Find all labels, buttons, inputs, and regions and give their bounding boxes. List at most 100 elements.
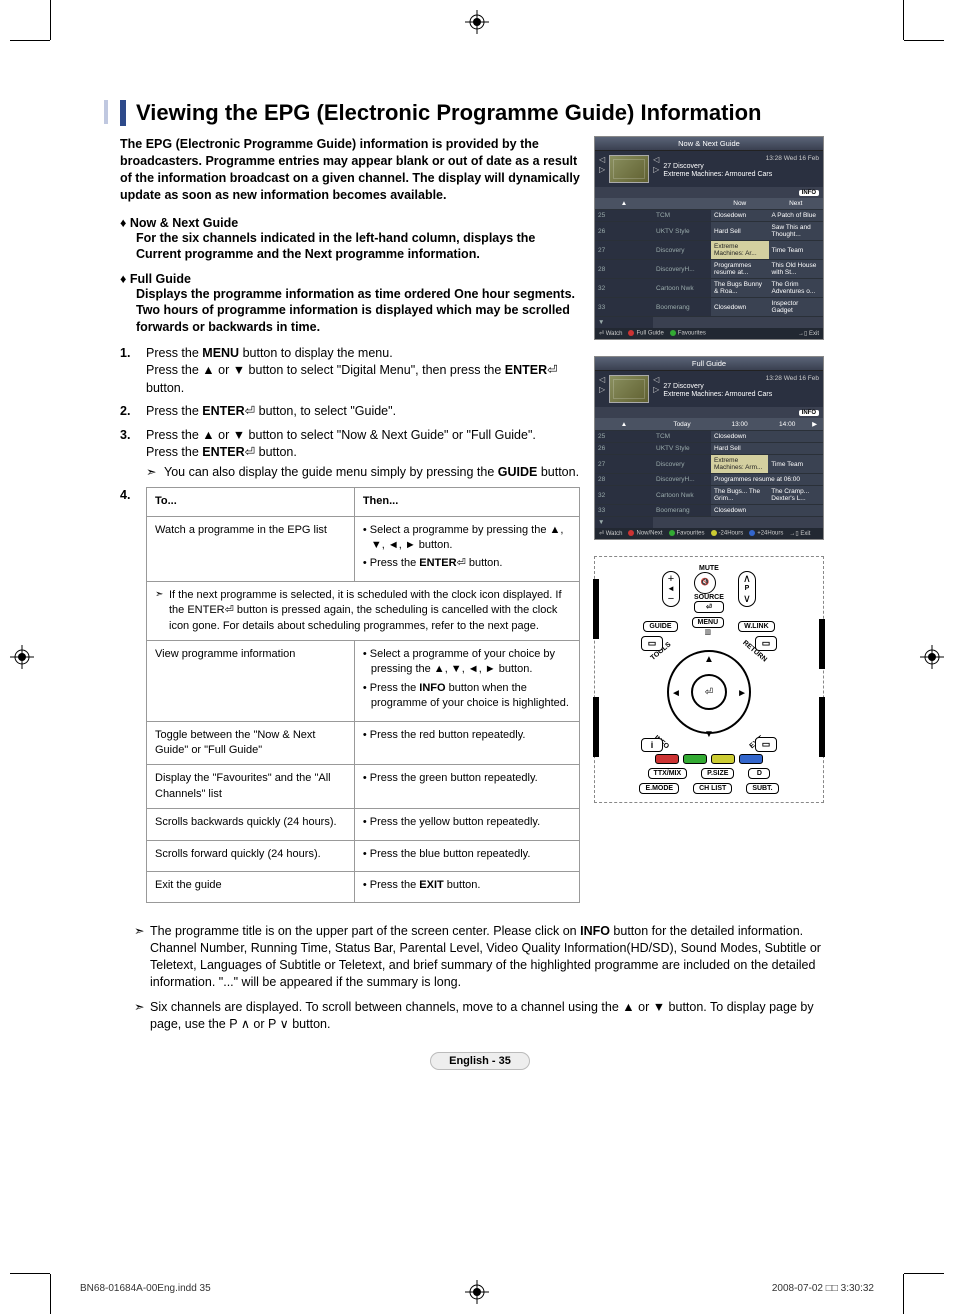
registration-mark-icon [10,645,34,669]
step-text: Press the ▲ or ▼ button to select "Digit… [146,363,505,377]
yellow-button-icon [711,754,735,764]
cell-to: Scrolls backwards quickly (24 hours). [147,809,355,840]
epg-screenshot-now-next: Now & Next Guide ◁▷ ◁▷ 13:28 Wed 16 Feb … [594,136,824,340]
corner-button: ▭ [755,737,777,752]
col-then: Then... [354,488,579,516]
corner-button: ▭ [641,636,663,651]
bullet-body: Displays the programme information as ti… [132,286,580,335]
step-bold: ENTER [202,404,244,418]
epg-screenshot-full-guide: Full Guide ◁▷ ◁▷ 13:28 Wed 16 Feb 27 Dis… [594,356,824,540]
colour-buttons [655,754,763,764]
cell-to: View programme information [147,640,355,721]
epg-time: 13:28 Wed 16 Feb [663,375,819,383]
step-2: Press the ENTER⏎ button, to select "Guid… [120,403,580,421]
cell-then: Press the blue button repeatedly. [354,840,579,871]
enter-icon: ⏎ [547,363,557,377]
epg-thumbnail [609,375,649,403]
guide-button: GUIDE [643,621,677,632]
cell-bullet: Press the EXIT button. [363,878,571,893]
step-bold: MENU [202,346,239,360]
epg-programme: Extreme Machines: Armoured Cars [663,391,819,399]
note-text: You can also display the guide menu simp… [164,465,498,479]
step-3: Press the ▲ or ▼ button to select "Now &… [120,427,580,482]
epg-thumbnail [609,155,649,183]
crop-mark [903,1274,904,1314]
intro-text: The EPG (Electronic Programme Guide) inf… [120,136,580,204]
accent-bar [593,697,599,757]
enter-icon: ⏎ [245,445,255,459]
d-button: D [748,768,770,779]
epg-channel: 27 Discovery [663,163,819,171]
table-note-row: If the next programme is selected, it is… [147,581,580,640]
nav-down-icon: ▷ [599,165,605,174]
enter-icon: ⏎ [245,404,255,418]
footnote-2: Six channels are displayed. To scroll be… [120,999,840,1033]
emode-button: E.MODE [639,783,679,794]
cell-bullet: Select a programme by pressing the ▲, ▼,… [363,523,571,554]
step-bold: ENTER [202,445,244,459]
source-label: SOURCE [694,594,724,601]
corner-info-button: i [641,738,663,752]
crop-mark [903,0,904,40]
step-3-note: You can also display the guide menu simp… [146,464,580,482]
step-bold: ENTER [505,363,547,377]
cell-bullet: Press the yellow button repeatedly. [363,815,571,830]
nav-left-icon: ◁ [653,155,659,164]
subt-button: SUBT. [746,783,778,794]
step-text: button. [146,381,184,395]
step-text: Press the ▲ or ▼ button to select "Now &… [146,428,536,442]
enter-button: ⏎ [691,674,727,710]
green-button-icon [683,754,707,764]
table-row: View programme information Select a prog… [147,640,580,721]
cell-bullet: Press the ENTER⏎ button. [363,556,571,571]
registration-mark-icon [920,645,944,669]
channel-rocker: ∧P∨ [738,571,756,607]
col-to: To... [147,488,355,516]
step-text: button to display the menu. [239,346,393,360]
mute-button: 🔇 [694,572,716,594]
cell-to: Exit the guide [147,871,355,902]
registration-mark-icon [465,10,489,34]
col-now: Now [711,198,769,210]
bullet-full-guide: Full Guide Displays the programme inform… [120,272,580,335]
footer-meta: BN68-01684A-00Eng.indd 35 2008-07-02 □□ … [80,1283,874,1294]
epg-header: Full Guide [595,357,823,371]
foot-red: Full Guide [628,330,663,337]
epg-time: 13:28 Wed 16 Feb [663,155,819,163]
foot-watch: ⏎ Watch [599,330,622,337]
red-button-icon [655,754,679,764]
note-text: button. [537,465,579,479]
footer-timestamp: 2008-07-02 □□ 3:30:32 [772,1283,874,1294]
wlink-button: W.LINK [738,621,775,632]
nav-up-icon: ◁ [599,155,605,164]
cell-bullet: Select a programme of your choice by pre… [363,647,571,678]
epg-header: Now & Next Guide [595,137,823,151]
crop-mark [10,40,50,41]
cell-then: Select a programme of your choice by pre… [354,640,579,721]
bullet-title: Now & Next Guide [132,216,580,230]
bullet-now-next: Now & Next Guide For the six channels in… [120,216,580,263]
cell-to: Watch a programme in the EPG list [147,516,355,581]
accent-bar [819,619,825,669]
epg-channel: 27 Discovery [663,383,819,391]
table-row: Display the "Favourites" and the "All Ch… [147,765,580,809]
foot-green: Favourites [670,330,706,337]
cell-bullet: Press the red button repeatedly. [363,728,571,743]
step-text: button, to select "Guide". [255,404,396,418]
table-row: Exit the guide Press the EXIT button. [147,871,580,902]
col-next: Next [769,198,823,210]
crop-mark [50,1274,51,1314]
mute-label: MUTE [694,565,724,572]
corner-button: ▭ [755,636,777,651]
note-bold: GUIDE [498,465,538,479]
psize-button: P.SIZE [701,768,734,779]
table-note: If the next programme is selected, it is… [155,588,571,634]
info-badge: INFO [799,190,819,196]
cell-to: Display the "Favourites" and the "All Ch… [147,765,355,809]
left-arrow-icon: ◄ [671,688,681,699]
table-row: Toggle between the "Now & Next Guide" or… [147,721,580,765]
remote-illustration: +◄− MUTE 🔇 SOURCE ⏎ ∧P∨ GUIDE MENU▥ W.LI… [594,556,824,803]
cell-bullet: Press the INFO button when the programme… [363,681,571,712]
step-4: To... Then... Watch a programme in the E… [120,487,580,903]
table-row: Watch a programme in the EPG list Select… [147,516,580,581]
